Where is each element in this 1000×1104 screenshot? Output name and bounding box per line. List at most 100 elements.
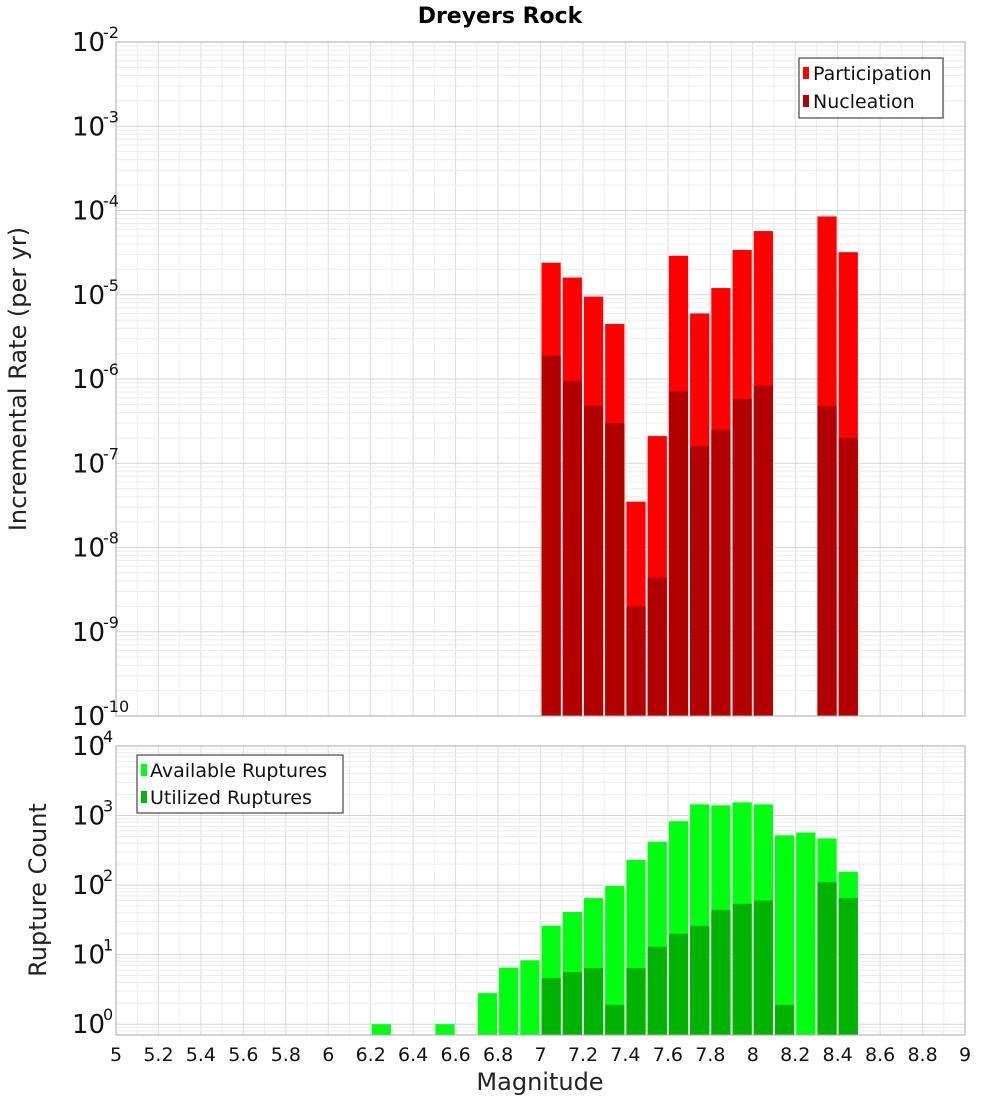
count-y-tick-label: 10	[72, 871, 105, 901]
x-tick-label: 7.4	[610, 1044, 640, 1066]
count-bar-available-ruptures	[477, 993, 498, 1035]
count-bar-utilized-ruptures	[774, 1004, 795, 1035]
x-tick-label: 6.8	[483, 1044, 513, 1066]
x-tick-label: 6.2	[356, 1044, 386, 1066]
rate-y-tick-exponent: -3	[103, 107, 119, 126]
count-y-tick-label: 10	[72, 1010, 105, 1040]
x-tick-label: 8.2	[780, 1044, 810, 1066]
x-tick-label: 5.6	[228, 1044, 258, 1066]
rate-y-tick-exponent: -9	[103, 613, 119, 632]
count-bar-available-ruptures	[796, 832, 816, 1035]
count-y-tick-label: 10	[72, 941, 105, 971]
x-tick-label: 6.6	[440, 1044, 470, 1066]
x-tick-label: 5	[110, 1044, 122, 1066]
rate-bar-nucleation	[626, 606, 646, 716]
count-bar-utilized-ruptures	[753, 900, 773, 1035]
rate-plot-border	[115, 41, 966, 717]
count-y-tick-label: 10	[72, 732, 105, 762]
rate-y-tick-label: 10	[72, 365, 105, 395]
count-bar-available-ruptures	[520, 960, 540, 1035]
rate-y-tick-label: 10	[72, 112, 105, 142]
count-bar-utilized-ruptures	[583, 968, 604, 1035]
count-bar-available-ruptures	[371, 1024, 391, 1035]
rate-y-tick-label: 10	[72, 618, 105, 648]
legend-label-nucleation: Nucleation	[813, 91, 915, 113]
rate-bar-nucleation	[817, 405, 837, 716]
x-tick-label: 7.8	[695, 1044, 725, 1066]
rate-y-tick-label: 10	[72, 534, 105, 564]
legend-label-participation: Participation	[813, 63, 932, 85]
count-y-tick-exponent: 1	[103, 936, 113, 955]
count-bar-available-ruptures	[435, 1024, 455, 1035]
count-y-tick-label: 10	[72, 802, 105, 832]
legend-label-available: Available Ruptures	[150, 760, 327, 782]
count-bar-utilized-ruptures	[838, 898, 858, 1035]
count-bar-available-ruptures	[774, 835, 795, 1035]
x-tick-label: 8.4	[823, 1044, 853, 1066]
rate-y-tick-label: 10	[72, 449, 105, 479]
count-y-tick-exponent: 4	[103, 727, 113, 746]
x-tick-label: 8.8	[907, 1044, 937, 1066]
count-bar-utilized-ruptures	[562, 972, 582, 1035]
rate-y-axis-label: Incremental Rate (per yr)	[4, 227, 32, 531]
rate-y-tick-exponent: -2	[103, 23, 119, 42]
x-tick-label: 7.2	[568, 1044, 598, 1066]
rate-y-tick-label: 10	[72, 197, 105, 227]
rate-y-tick-label: 10	[72, 702, 105, 732]
rate-bars	[541, 216, 858, 717]
rate-legend: Participation Nucleation	[798, 57, 944, 119]
rate-bar-nucleation	[605, 423, 625, 716]
x-tick-label: 8	[747, 1044, 759, 1066]
rate-y-tick-exponent: -5	[103, 276, 119, 295]
x-tick-label: 5.4	[186, 1044, 216, 1066]
rate-bar-nucleation	[753, 385, 773, 716]
rate-bar-nucleation	[690, 446, 710, 716]
x-tick-label: 5.2	[143, 1044, 173, 1066]
x-tick-label: 9	[959, 1044, 971, 1066]
count-bar-utilized-ruptures	[690, 925, 710, 1035]
count-bar-utilized-ruptures	[817, 882, 837, 1035]
rate-bar-nucleation	[647, 577, 667, 716]
rate-y-tick-exponent: -7	[103, 444, 119, 463]
count-y-tick-exponent: 3	[103, 797, 113, 816]
rate-y-tick-label: 10	[72, 28, 105, 58]
legend-swatch-participation	[803, 67, 809, 79]
x-tick-label: 5.8	[271, 1044, 301, 1066]
count-y-tick-exponent: 2	[103, 866, 113, 885]
count-bar-utilized-ruptures	[668, 933, 689, 1035]
x-tick-label: 7	[534, 1044, 546, 1066]
count-legend-box	[136, 754, 344, 814]
rate-y-tick-exponent: -4	[103, 192, 119, 211]
x-tick-label: 6.4	[398, 1044, 428, 1066]
x-tick-labels: 5 5.2 5.4 5.6 5.8 6 6.2 6.4 6.6 6.8 7 7.2 7.4 7.6 7.8 8…	[110, 1044, 971, 1066]
rate-y-tick-exponent: -6	[103, 360, 119, 379]
count-bar-utilized-ruptures	[541, 978, 561, 1035]
legend-swatch-nucleation	[803, 95, 809, 107]
count-y-axis-label: Rupture Count	[24, 803, 52, 977]
x-axis-label: Magnitude	[476, 1068, 603, 1096]
rate-bar-nucleation	[732, 398, 752, 716]
rate-bar-nucleation	[562, 380, 582, 716]
count-bar-utilized-ruptures	[732, 903, 752, 1035]
count-bar-utilized-ruptures	[605, 1004, 625, 1035]
count-bar-utilized-ruptures	[647, 946, 667, 1035]
rate-gridlines	[115, 41, 966, 717]
x-tick-label: 8.6	[865, 1044, 895, 1066]
rate-y-tick-exponent: -10	[103, 697, 129, 716]
rate-legend-box	[798, 57, 944, 119]
chart-title: Dreyers Rock	[418, 4, 584, 29]
rate-y-tick-exponent: -8	[103, 529, 119, 548]
x-tick-label: 6	[322, 1044, 334, 1066]
rate-bar-nucleation	[711, 429, 731, 716]
x-tick-label: 7.6	[653, 1044, 683, 1066]
rate-y-tick-label: 10	[72, 281, 105, 311]
count-plot-border	[115, 745, 966, 1036]
count-bars	[371, 802, 858, 1035]
legend-swatch-available	[141, 764, 147, 776]
